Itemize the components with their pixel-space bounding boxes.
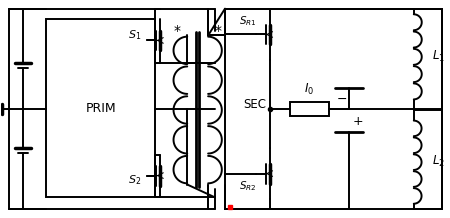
Text: *: * bbox=[215, 24, 221, 37]
Text: $S_{R2}$: $S_{R2}$ bbox=[239, 180, 256, 193]
Text: $+$: $+$ bbox=[351, 115, 363, 128]
Text: $S_{R1}$: $S_{R1}$ bbox=[239, 15, 256, 28]
Text: $L_2$: $L_2$ bbox=[432, 154, 445, 169]
Text: *: * bbox=[174, 24, 181, 37]
Text: SEC: SEC bbox=[243, 97, 266, 111]
Text: $S_1$: $S_1$ bbox=[128, 29, 141, 42]
Bar bbox=[290, 102, 329, 116]
Text: PRIM: PRIM bbox=[86, 102, 116, 114]
Text: $S_2$: $S_2$ bbox=[128, 174, 141, 187]
Bar bbox=[46, 19, 155, 198]
Text: $I_0$: $I_0$ bbox=[304, 82, 315, 97]
Text: $L_1$: $L_1$ bbox=[432, 49, 445, 64]
Text: $-$: $-$ bbox=[336, 92, 347, 105]
